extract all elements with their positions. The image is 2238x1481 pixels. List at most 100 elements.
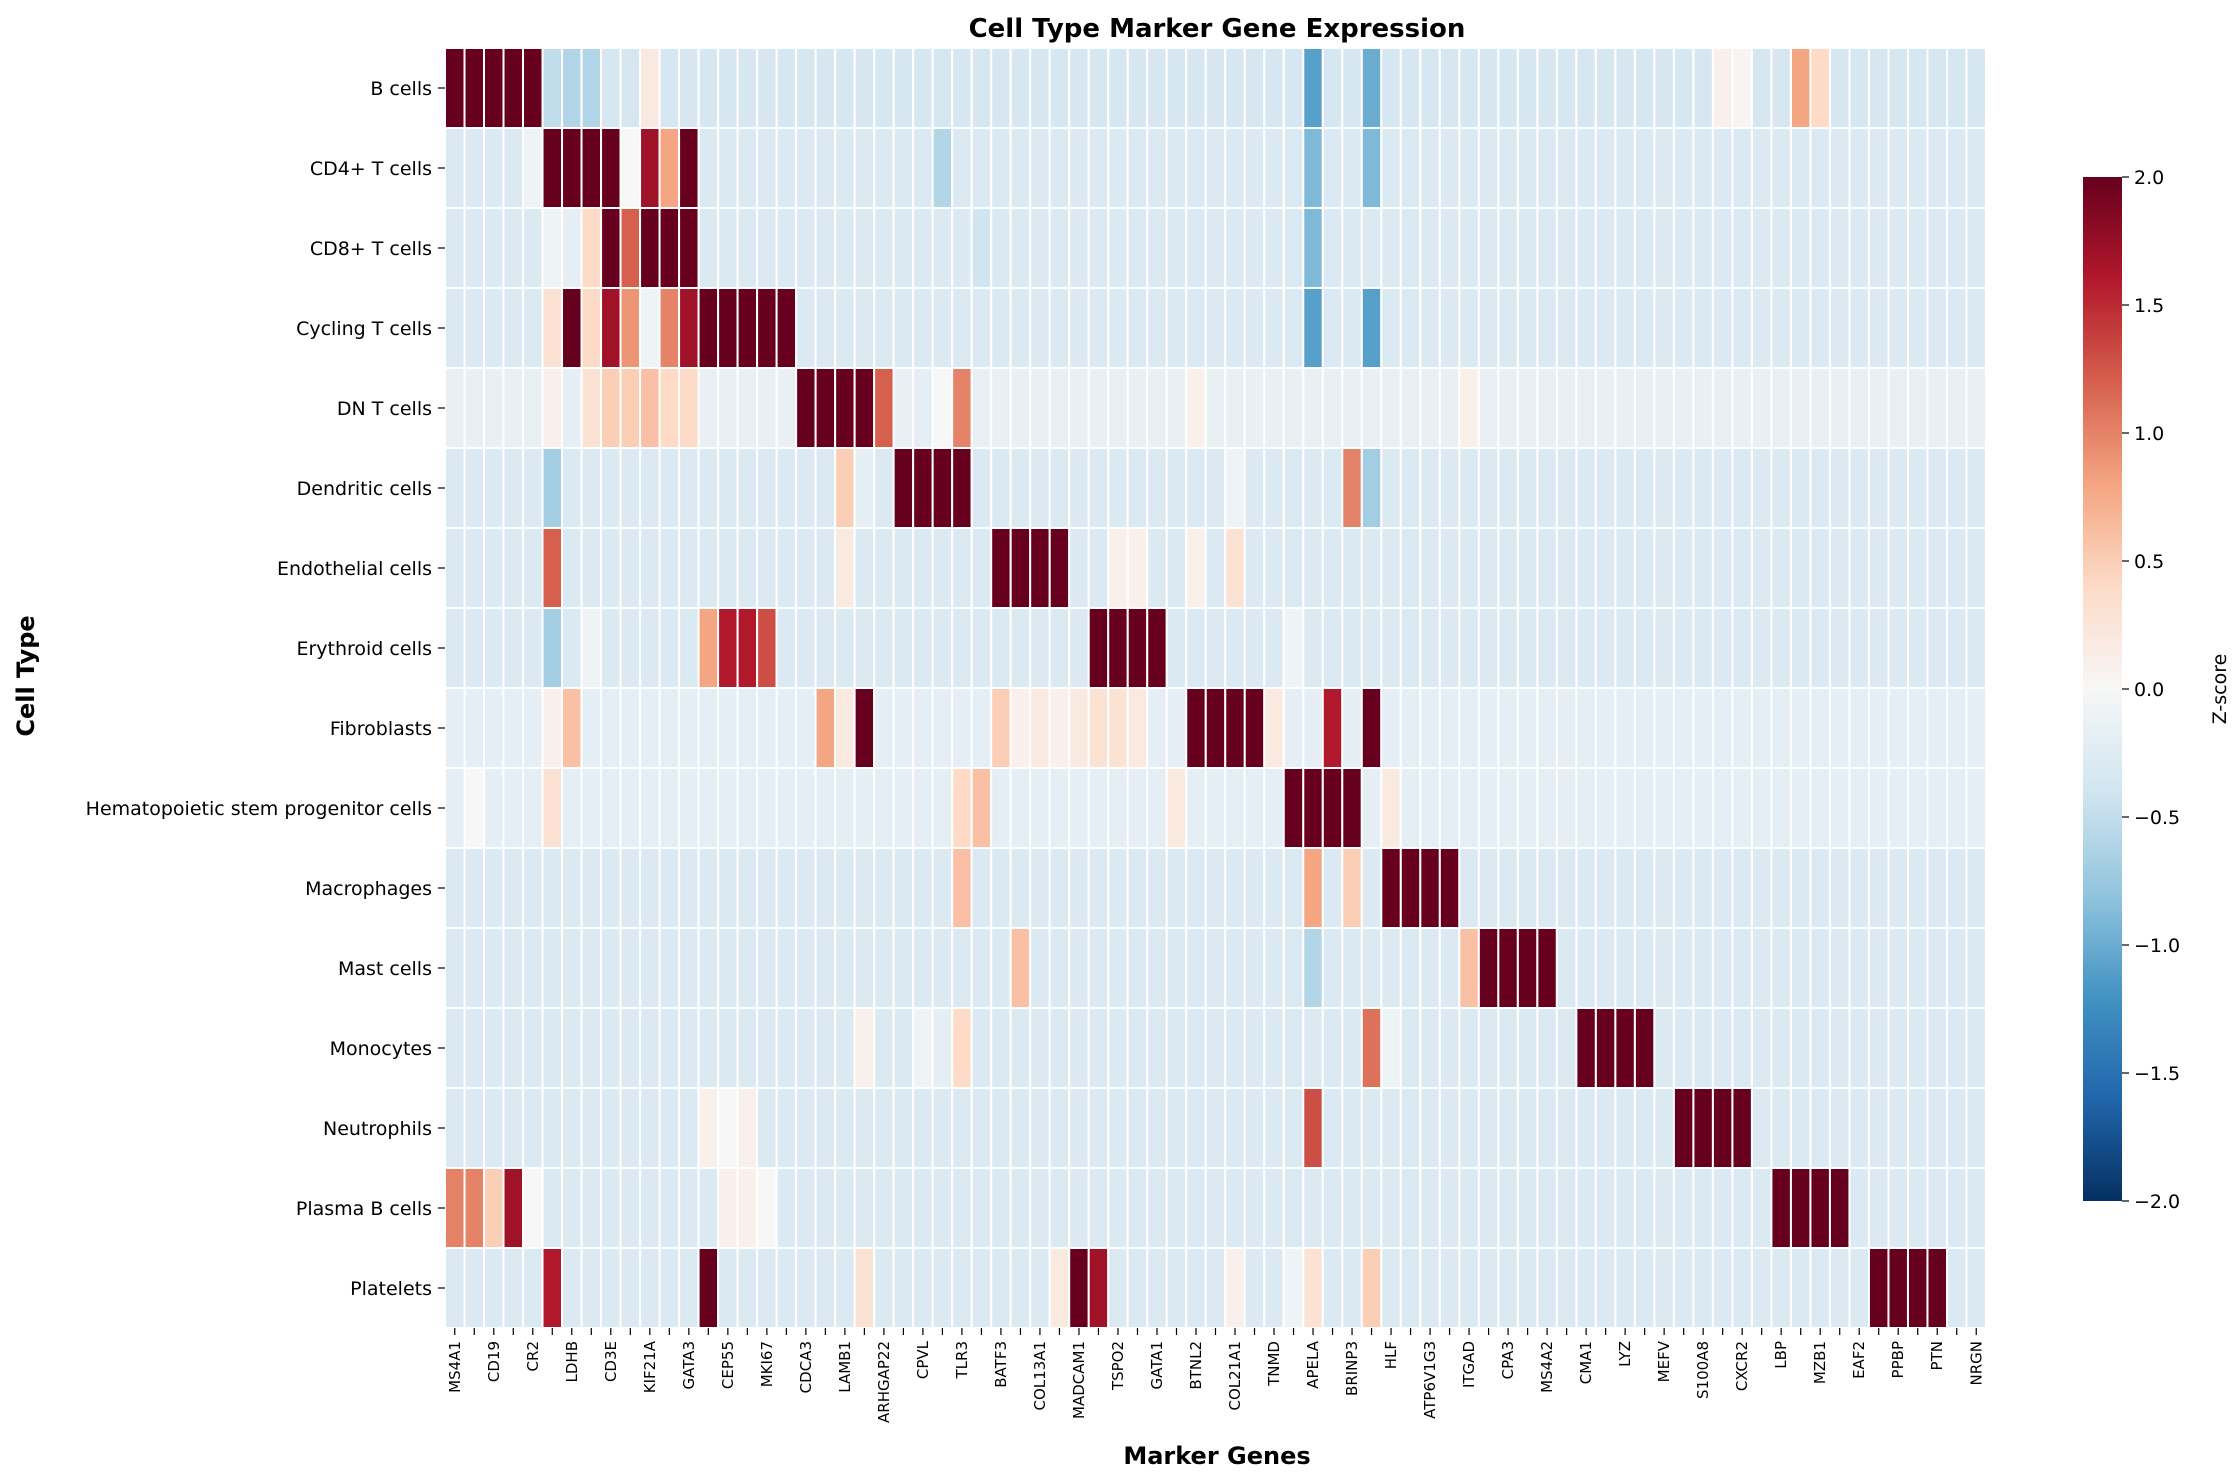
heatmap-cell xyxy=(1302,1087,1324,1169)
heatmap-cell xyxy=(1926,287,1948,369)
heatmap-cell xyxy=(853,47,876,129)
heatmap-cell xyxy=(1945,447,1968,529)
heatmap-cell xyxy=(1321,527,1344,609)
heatmap-cell xyxy=(1575,687,1597,769)
heatmap-cell xyxy=(1906,1007,1929,1089)
heatmap-cell xyxy=(658,607,681,689)
heatmap-cell xyxy=(1887,287,1909,369)
heatmap-cell xyxy=(1965,1087,1987,1169)
heatmap-cell xyxy=(1809,127,1831,209)
heatmap-cell xyxy=(1887,927,1909,1009)
heatmap-cell xyxy=(463,287,486,369)
heatmap-cell xyxy=(1243,1087,1266,1169)
heatmap-cell xyxy=(951,527,973,609)
heatmap-cell xyxy=(600,687,622,769)
heatmap-cell xyxy=(1321,127,1344,209)
heatmap-cell xyxy=(1029,767,1051,849)
heatmap-cell xyxy=(1653,607,1675,689)
heatmap-cell xyxy=(1068,927,1090,1009)
heatmap-cell xyxy=(580,767,603,849)
heatmap-cell xyxy=(1497,847,1519,929)
heatmap-cell xyxy=(990,927,1012,1009)
heatmap-cell xyxy=(795,527,817,609)
heatmap-cell xyxy=(1419,767,1441,849)
heatmap-cell xyxy=(990,207,1012,289)
heatmap-cell xyxy=(1263,607,1285,689)
colorbar-tick-label: −1.0 xyxy=(2134,935,2180,957)
heatmap-cell xyxy=(444,47,466,129)
heatmap-cell xyxy=(1243,447,1266,529)
heatmap-cell xyxy=(814,287,837,369)
heatmap-cell xyxy=(522,687,544,769)
heatmap-cell xyxy=(600,1007,622,1089)
heatmap-cell xyxy=(522,1167,544,1249)
heatmap-cell xyxy=(1126,1167,1149,1249)
heatmap-cell xyxy=(561,127,583,209)
heatmap-cell xyxy=(1477,527,1500,609)
column-label: LDHB xyxy=(563,1341,581,1382)
heatmap-cell xyxy=(1887,1007,1909,1089)
heatmap-cell xyxy=(600,527,622,609)
heatmap-cell xyxy=(1126,207,1149,289)
heatmap-cell xyxy=(541,1167,564,1249)
heatmap-cell xyxy=(483,207,505,289)
heatmap-cell xyxy=(1653,1167,1675,1249)
heatmap-cell xyxy=(1965,847,1987,929)
heatmap-cell xyxy=(697,767,720,849)
heatmap-cell xyxy=(1243,367,1266,449)
heatmap-cell xyxy=(834,1247,856,1329)
heatmap-cell xyxy=(1068,127,1090,209)
heatmap-cell xyxy=(931,207,954,289)
heatmap-cell xyxy=(1477,687,1500,769)
heatmap-cell xyxy=(1809,767,1831,849)
heatmap-cell xyxy=(892,927,915,1009)
heatmap-cell xyxy=(931,927,954,1009)
heatmap-cell xyxy=(931,367,954,449)
heatmap-cell xyxy=(1048,767,1071,849)
heatmap-cell xyxy=(541,607,564,689)
heatmap-cell xyxy=(1477,367,1500,449)
heatmap-cell xyxy=(1438,1087,1461,1169)
heatmap-cell xyxy=(1672,1167,1695,1249)
heatmap-cell xyxy=(1321,687,1344,769)
heatmap-cell xyxy=(1380,367,1402,449)
heatmap-cell xyxy=(1614,1167,1636,1249)
heatmap-cell xyxy=(1770,1167,1792,1249)
heatmap-cell xyxy=(892,607,915,689)
row-label: CD8+ T cells xyxy=(310,238,432,260)
heatmap-cell xyxy=(1341,367,1363,449)
heatmap-cell xyxy=(522,1007,544,1089)
heatmap-cell xyxy=(1029,367,1051,449)
heatmap-cell xyxy=(1516,1247,1539,1329)
heatmap-cell xyxy=(1711,927,1734,1009)
heatmap-cell xyxy=(619,767,642,849)
heatmap-cell xyxy=(756,447,778,529)
row-label: Neutrophils xyxy=(323,1118,432,1140)
heatmap-cell xyxy=(1555,207,1578,289)
heatmap-cell xyxy=(1438,127,1461,209)
heatmap-cell xyxy=(1009,207,1032,289)
heatmap-cell xyxy=(1731,447,1753,529)
row-label: Plasma B cells xyxy=(296,1198,432,1220)
heatmap-cell xyxy=(639,607,661,689)
heatmap-cell xyxy=(834,527,856,609)
heatmap-cell xyxy=(1887,367,1909,449)
heatmap-cell xyxy=(1282,207,1305,289)
heatmap-cell xyxy=(1399,367,1422,449)
heatmap-cell xyxy=(1555,847,1578,929)
heatmap-cell xyxy=(834,207,856,289)
heatmap-cell xyxy=(600,1167,622,1249)
heatmap-cell xyxy=(678,607,700,689)
heatmap-cell xyxy=(1575,767,1597,849)
heatmap-cell xyxy=(873,127,895,209)
heatmap-cell xyxy=(463,1247,486,1329)
heatmap-cell xyxy=(1555,1087,1578,1169)
heatmap-cell xyxy=(580,687,603,769)
heatmap-cell xyxy=(1497,1007,1519,1089)
heatmap-cell xyxy=(1906,687,1929,769)
heatmap-cell xyxy=(1048,527,1071,609)
heatmap-cell xyxy=(1419,367,1441,449)
heatmap-cell xyxy=(834,607,856,689)
heatmap-cell xyxy=(970,367,993,449)
heatmap-cell xyxy=(1809,847,1831,929)
